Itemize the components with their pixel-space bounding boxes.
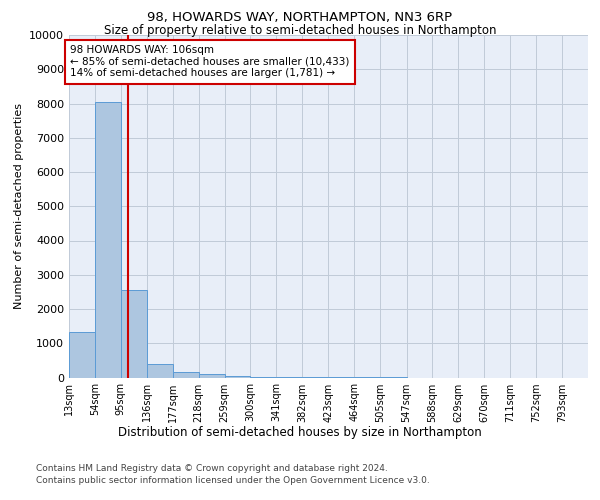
Bar	[173, 372, 199, 378]
Bar	[199, 374, 224, 378]
Text: 98, HOWARDS WAY, NORTHAMPTON, NN3 6RP: 98, HOWARDS WAY, NORTHAMPTON, NN3 6RP	[148, 11, 452, 24]
Text: Size of property relative to semi-detached houses in Northampton: Size of property relative to semi-detach…	[104, 24, 496, 37]
Bar	[147, 364, 173, 378]
Text: Contains HM Land Registry data © Crown copyright and database right 2024.: Contains HM Land Registry data © Crown c…	[36, 464, 388, 473]
Text: Contains public sector information licensed under the Open Government Licence v3: Contains public sector information licen…	[36, 476, 430, 485]
Bar	[69, 332, 95, 378]
Bar	[95, 102, 121, 378]
Y-axis label: Number of semi-detached properties: Number of semi-detached properties	[14, 104, 23, 309]
Text: Distribution of semi-detached houses by size in Northampton: Distribution of semi-detached houses by …	[118, 426, 482, 439]
Bar	[121, 290, 147, 378]
Bar	[224, 376, 250, 378]
Text: 98 HOWARDS WAY: 106sqm
← 85% of semi-detached houses are smaller (10,433)
14% of: 98 HOWARDS WAY: 106sqm ← 85% of semi-det…	[70, 46, 350, 78]
